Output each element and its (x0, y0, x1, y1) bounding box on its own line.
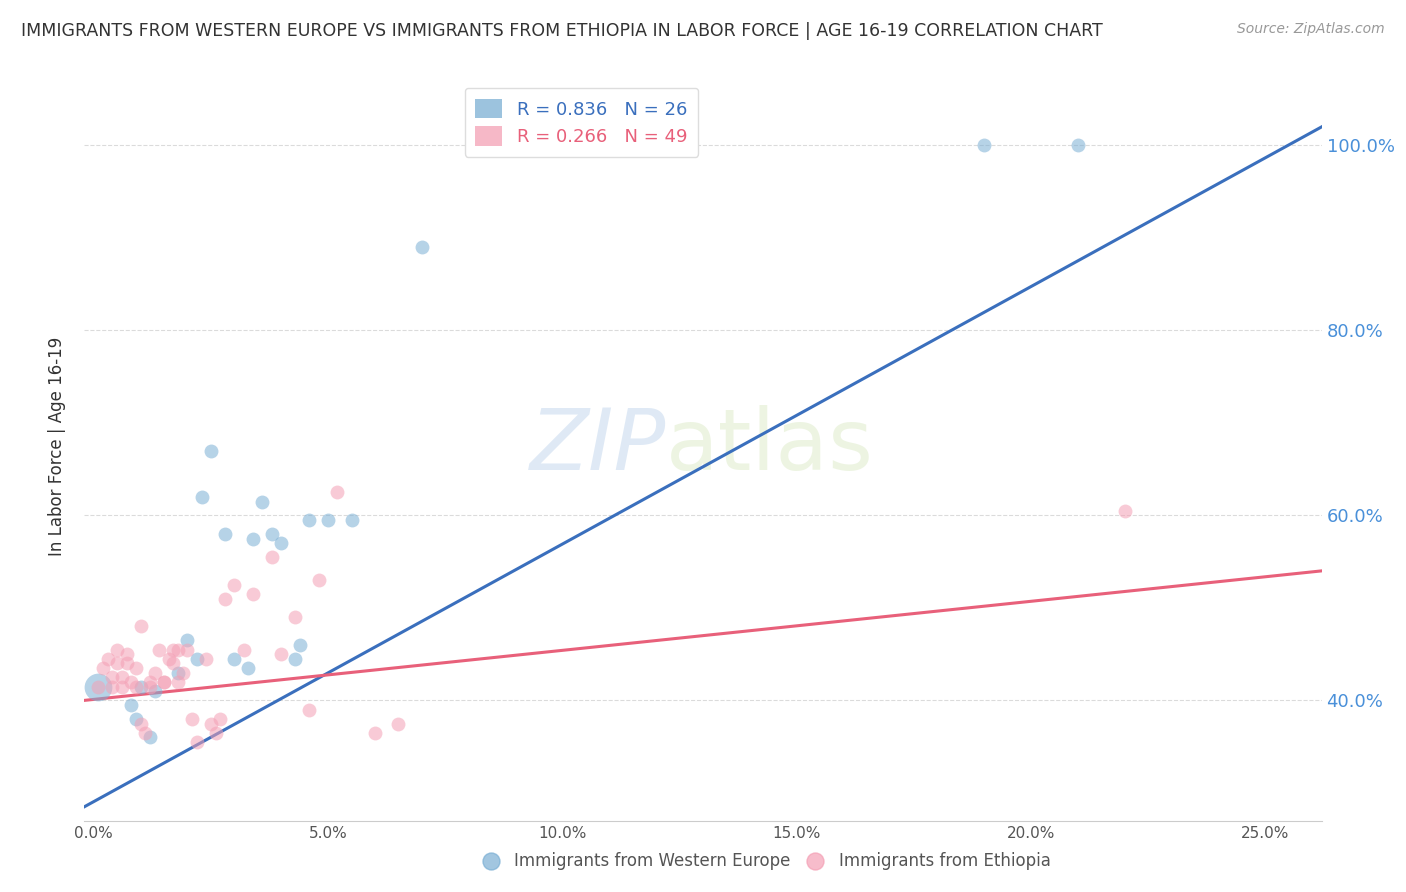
Point (167, 642, 190, 657)
Text: Immigrants from Western Europe: Immigrants from Western Europe (515, 852, 790, 870)
Point (411, 240, 433, 254)
Point (125, 712, 148, 726)
Point (284, 652, 307, 666)
Point (195, 652, 218, 666)
Point (181, 712, 204, 726)
Point (973, 138, 995, 153)
Point (153, 674, 176, 689)
Point (186, 652, 208, 666)
Point (270, 647, 292, 661)
Point (105, 642, 128, 657)
Point (224, 652, 246, 666)
Point (260, 527, 283, 541)
Point (214, 591, 236, 606)
Legend: R = 0.836   N = 26, R = 0.266   N = 49: R = 0.836 N = 26, R = 0.266 N = 49 (464, 88, 699, 157)
Point (298, 703, 321, 717)
Point (162, 657, 184, 671)
Point (190, 490, 212, 504)
Point (176, 642, 198, 657)
Point (1114, 504, 1136, 518)
Point (288, 638, 311, 652)
Point (316, 513, 339, 527)
Point (298, 513, 321, 527)
Point (139, 680, 162, 694)
Point (804, 854, 827, 868)
Point (167, 674, 190, 689)
Point (284, 610, 307, 624)
Point (157, 652, 180, 666)
Text: Immigrants from Ethiopia: Immigrants from Ethiopia (838, 852, 1050, 870)
Point (101, 670, 124, 684)
Text: Source: ZipAtlas.com: Source: ZipAtlas.com (1237, 22, 1385, 37)
Point (139, 731, 162, 745)
Point (340, 513, 363, 527)
Point (200, 716, 222, 731)
Point (242, 532, 264, 546)
Point (162, 642, 184, 657)
Point (167, 665, 190, 680)
Text: IMMIGRANTS FROM WESTERN EUROPE VS IMMIGRANTS FROM ETHIOPIA IN LABOR FORCE | AGE : IMMIGRANTS FROM WESTERN EUROPE VS IMMIGR… (21, 22, 1102, 40)
Point (139, 674, 162, 689)
Point (242, 587, 264, 601)
Point (143, 684, 166, 698)
Point (129, 716, 152, 731)
Point (214, 527, 236, 541)
Point (260, 549, 283, 564)
Point (308, 573, 330, 587)
Point (115, 657, 138, 671)
Point (105, 657, 128, 671)
Point (101, 680, 124, 694)
Point (479, 854, 502, 868)
Point (176, 633, 198, 648)
Point (111, 680, 134, 694)
Text: ZIP: ZIP (530, 404, 666, 488)
Point (87, 680, 110, 694)
Point (204, 725, 226, 739)
Point (91, 661, 114, 675)
Point (111, 670, 134, 684)
Point (200, 443, 222, 458)
Point (120, 674, 142, 689)
Point (326, 485, 349, 500)
Point (87, 680, 110, 694)
Point (129, 680, 152, 694)
Point (209, 712, 232, 726)
Point (134, 725, 156, 739)
Point (387, 716, 409, 731)
Point (270, 536, 292, 550)
Point (186, 735, 208, 749)
Point (172, 665, 194, 680)
Text: atlas: atlas (666, 404, 875, 488)
Point (148, 642, 170, 657)
Point (364, 725, 387, 739)
Point (153, 674, 176, 689)
Point (115, 647, 138, 661)
Point (129, 619, 152, 633)
Point (125, 661, 148, 675)
Point (143, 665, 166, 680)
Y-axis label: In Labor Force | Age 16-19: In Labor Force | Age 16-19 (48, 336, 66, 556)
Point (232, 642, 254, 657)
Point (224, 578, 246, 592)
Point (125, 680, 148, 694)
Point (1067, 138, 1090, 153)
Point (97, 652, 120, 666)
Point (120, 698, 142, 712)
Point (238, 661, 260, 675)
Point (252, 494, 274, 508)
